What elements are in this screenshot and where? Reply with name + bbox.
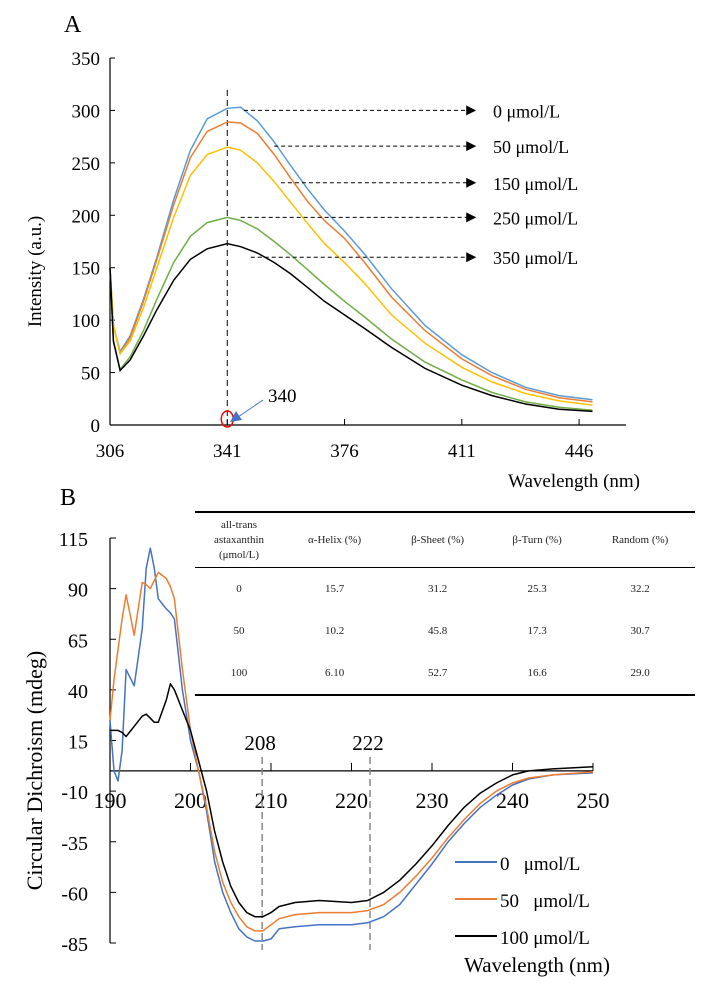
annotation-arrow-head [230, 411, 242, 422]
table-cell: 0 [236, 583, 242, 595]
series-line-b [110, 683, 594, 918]
legend-label: 0 μmol/L [500, 854, 580, 875]
table-cell: 15.7 [324, 583, 345, 595]
table-row: 0 15.7 31.2 25.3 32.2 [195, 568, 695, 611]
table-header-row: all-trans astaxanthin (μmol/L) α-Helix (… [195, 511, 695, 568]
series-line-a [109, 121, 593, 403]
table-cell: 16.6 [489, 652, 586, 696]
x-axis-label-b: Wavelength (nm) [464, 953, 610, 977]
table-header: Random (%) [585, 511, 695, 568]
table-cell: 45.8 [427, 625, 448, 637]
legend-label: 50 μmol/L [500, 891, 590, 912]
y-tick-label-b: 40 [68, 681, 88, 703]
table-cell: 30.7 [630, 625, 650, 637]
y-tick-label-b: 65 [68, 630, 88, 652]
table-cell: 52.7 [386, 652, 490, 696]
x-tick-label-a: 376 [330, 441, 359, 462]
series-label: 250 μmol/L [493, 208, 578, 228]
x-tick-label-b: 200 [174, 788, 207, 813]
x-tick-label-b: 190 [94, 788, 127, 813]
table-row: 50 10.2 45.8 17.3 30.7 [195, 610, 695, 652]
x-axis-label-a: Wavelength (nm) [508, 471, 640, 492]
table-header: α-Helix (%) [283, 511, 387, 568]
series-label: 0 μmol/L [493, 101, 560, 121]
y-tick-label-b: 90 [68, 580, 88, 602]
table-cell: 17.3 [527, 625, 547, 637]
y-tick-label-a: 200 [72, 206, 101, 227]
y-tick-label-a: 0 [91, 416, 101, 437]
table-cell: 32.2 [630, 583, 650, 595]
table-cell: 10.2 [324, 625, 345, 637]
y-tick-label-b: -60 [61, 883, 88, 905]
y-axis-label-a: Intensity (a.u.) [25, 216, 46, 327]
y-tick-label-b: -35 [61, 833, 88, 855]
x-tick-label-b: 250 [577, 788, 610, 813]
reference-line-label: 208 [244, 731, 276, 755]
x-tick-label-a: 341 [213, 441, 242, 462]
y-axis-label-b: Circular Dichroism (mdeg) [22, 651, 47, 891]
series-line-a [109, 242, 593, 413]
y-tick-label-b: -10 [61, 782, 88, 804]
table-header: all-trans astaxanthin (μmol/L) [195, 511, 283, 568]
secondary-structure-table: all-trans astaxanthin (μmol/L) α-Helix (… [195, 511, 695, 696]
series-label: 150 μmol/L [493, 174, 578, 194]
series-line-a [109, 216, 593, 412]
table-header: β-Turn (%) [489, 511, 586, 568]
panel-label-a: A [64, 12, 82, 38]
y-tick-label-a: 150 [72, 259, 101, 280]
series-line-a [109, 146, 593, 406]
reference-line-label: 222 [352, 731, 384, 755]
y-tick-label-b: -85 [61, 934, 88, 956]
panel-label-b: B [60, 485, 76, 511]
x-tick-label-b: 210 [255, 788, 288, 813]
series-label: 50 μmol/L [493, 137, 569, 157]
table-row: 100 6.10 52.7 16.6 29.0 [195, 652, 695, 696]
table-cell: 31.2 [427, 583, 448, 595]
y-tick-label-a: 50 [81, 364, 100, 385]
annotation-label: 340 [268, 386, 297, 407]
x-tick-label-a: 306 [96, 441, 125, 462]
legend-label: 100 μmol/L [500, 928, 590, 949]
series-line-b [109, 571, 594, 932]
x-tick-label-a: 446 [565, 441, 594, 462]
y-tick-label-a: 350 [72, 49, 101, 70]
table-cell: 50 [233, 625, 245, 637]
annotation-arrow-line [237, 399, 264, 418]
y-tick-label-a: 300 [72, 101, 101, 122]
x-tick-label-b: 230 [416, 788, 449, 813]
x-tick-label-b: 220 [335, 788, 368, 813]
y-tick-label-a: 100 [72, 311, 101, 332]
table-cell: 6.10 [283, 652, 387, 696]
table-cell: 29.0 [585, 652, 695, 696]
series-label: 350 μmol/L [493, 248, 578, 268]
table-cell: 25.3 [527, 583, 547, 595]
table-header: β-Sheet (%) [386, 511, 490, 568]
table-cell: 100 [195, 652, 283, 696]
series-line-b [109, 547, 594, 942]
y-tick-label-b: 115 [59, 529, 88, 551]
y-tick-label-a: 250 [72, 154, 101, 175]
x-tick-label-a: 411 [448, 441, 476, 462]
y-tick-label-b: 15 [68, 732, 88, 754]
